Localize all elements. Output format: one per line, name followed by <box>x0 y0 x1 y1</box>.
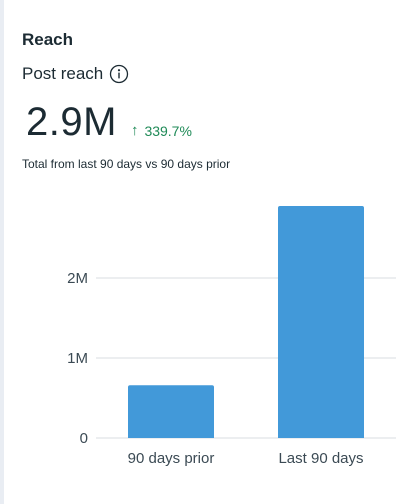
reach-bar-chart: 0 1M 2M 90 days prior Last 90 days <box>67 206 396 467</box>
info-circle-icon[interactable] <box>109 64 129 84</box>
change-indicator: ↑ 339.7% <box>131 122 192 139</box>
y-tick-label-1: 1M <box>67 350 88 367</box>
x-tick-label-0: 90 days prior <box>128 450 215 467</box>
comparison-text: Total from last 90 days vs 90 days prior <box>22 157 231 171</box>
metric-value: 2.9M <box>26 100 117 144</box>
metric-title: Post reach <box>22 64 104 83</box>
metric-value-row: 2.9M ↑ 339.7% <box>26 100 192 145</box>
y-tick-label-2: 2M <box>67 270 88 287</box>
reach-card: Reach Post reach 2.9M ↑ 339.7% Total fro… <box>4 0 408 504</box>
change-percent: 339.7% <box>144 122 192 139</box>
arrow-up-icon: ↑ <box>130 122 139 139</box>
section-title: Reach <box>22 30 74 49</box>
bar-1 <box>278 206 364 438</box>
x-tick-label-1: Last 90 days <box>278 450 363 467</box>
y-tick-label-0: 0 <box>80 430 88 447</box>
bar-0 <box>128 385 214 438</box>
metric-header: Post reach <box>22 64 129 84</box>
